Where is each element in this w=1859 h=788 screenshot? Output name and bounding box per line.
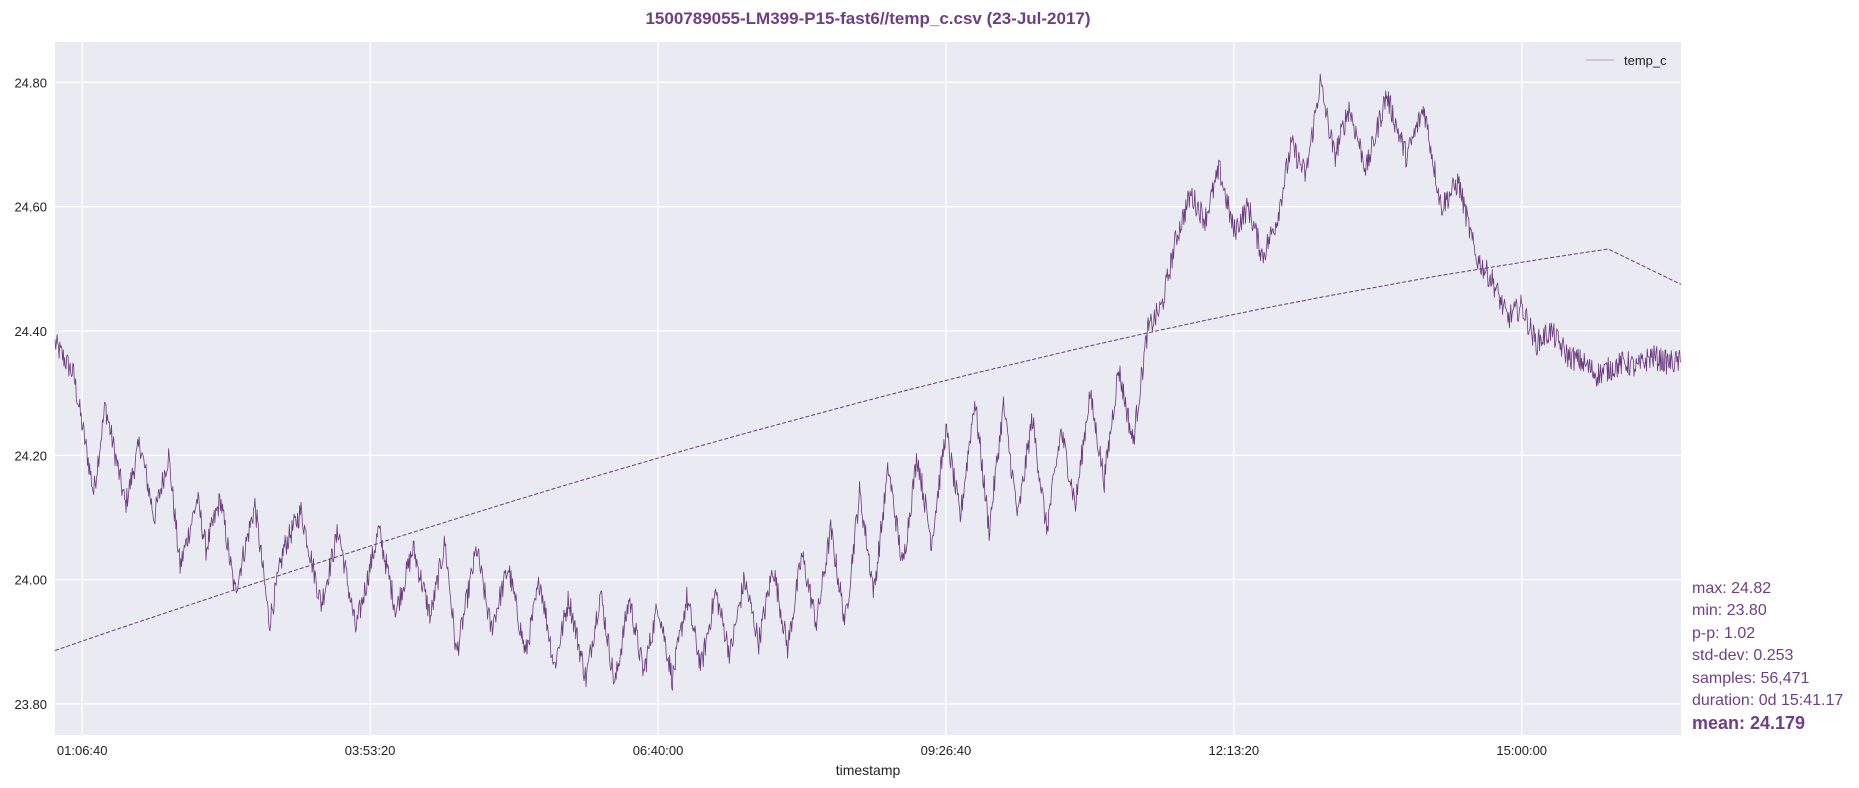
legend-label-temp-c: temp_c	[1624, 53, 1667, 68]
stats-panel: max: 24.82 min: 23.80 p-p: 1.02 std-dev:…	[1692, 578, 1843, 735]
chart-title: 1500789055-LM399-P15-fast6//temp_c.csv (…	[645, 9, 1090, 28]
x-tick-label: 06:40:00	[633, 743, 684, 758]
x-tick-label: 12:13:20	[1209, 743, 1260, 758]
x-tick-label: 15:00:00	[1496, 743, 1547, 758]
plot-area	[55, 42, 1681, 735]
y-tick-label: 24.20	[14, 448, 47, 463]
stat-samples: samples: 56,471	[1692, 669, 1810, 687]
x-tick-label: 01:06:40	[57, 743, 108, 758]
x-tick-label: 03:53:20	[345, 743, 396, 758]
y-tick-label: 24.00	[14, 573, 47, 588]
series-layer	[54, 73, 1682, 691]
y-tick-label: 24.40	[14, 324, 47, 339]
y-tick-label: 24.80	[14, 75, 47, 90]
stat-peak-to-peak: p-p: 1.02	[1692, 624, 1756, 642]
series-temp-c-line	[54, 73, 1682, 691]
stat-duration: duration: 0d 15:41.17	[1692, 692, 1844, 710]
x-axis-label: timestamp	[836, 762, 901, 778]
axis-ticks: 01:06:40 03:53:20 06:40:00 09:26:40 12:13:20…	[14, 75, 1547, 758]
stat-max: max: 24.82	[1692, 580, 1772, 597]
legend: temp_c	[1586, 53, 1667, 68]
y-tick-label: 23.80	[14, 697, 47, 712]
stat-mean: mean: 24.179	[1692, 713, 1806, 734]
trend-line	[54, 248, 1682, 651]
grid-lines	[55, 42, 1681, 735]
stat-std-dev: std-dev: 0.253	[1692, 647, 1794, 665]
y-tick-label: 24.60	[14, 200, 47, 215]
x-tick-label: 09:26:40	[921, 743, 972, 758]
stat-min: min: 23.80	[1692, 602, 1767, 620]
